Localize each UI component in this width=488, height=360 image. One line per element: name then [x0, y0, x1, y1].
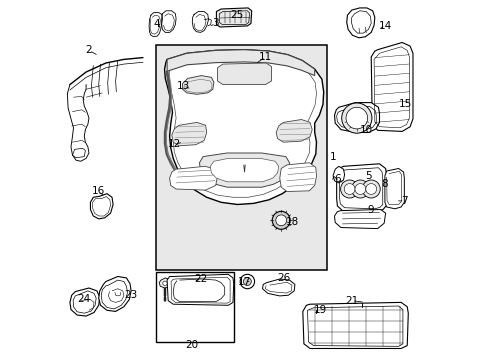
Text: 11: 11 — [258, 52, 271, 62]
Polygon shape — [216, 8, 251, 27]
Text: 26: 26 — [276, 273, 289, 283]
Circle shape — [340, 180, 358, 198]
Text: 10: 10 — [359, 125, 372, 135]
Circle shape — [344, 184, 354, 194]
Text: 25: 25 — [229, 10, 243, 20]
Circle shape — [362, 180, 380, 198]
Text: 13: 13 — [176, 81, 189, 91]
Text: 20: 20 — [185, 340, 199, 350]
Text: 2: 2 — [85, 45, 92, 55]
Text: 23: 23 — [124, 290, 138, 300]
Text: 19: 19 — [313, 305, 326, 315]
Circle shape — [354, 184, 365, 194]
Text: 8: 8 — [380, 179, 386, 189]
Polygon shape — [167, 274, 233, 305]
Text: 15: 15 — [398, 99, 411, 109]
Polygon shape — [332, 166, 344, 183]
Text: 18: 18 — [285, 217, 298, 228]
Polygon shape — [171, 122, 206, 146]
Polygon shape — [370, 42, 412, 131]
Text: 9: 9 — [366, 204, 373, 215]
Text: 5: 5 — [365, 171, 371, 181]
Polygon shape — [159, 278, 170, 288]
Polygon shape — [217, 63, 271, 85]
Polygon shape — [336, 164, 386, 212]
Polygon shape — [384, 168, 404, 209]
Polygon shape — [70, 288, 100, 316]
Text: 16: 16 — [92, 186, 105, 196]
Text: 17: 17 — [237, 276, 251, 287]
Text: 1: 1 — [329, 152, 335, 162]
Circle shape — [272, 211, 289, 229]
Polygon shape — [334, 103, 379, 132]
Polygon shape — [182, 76, 213, 94]
Polygon shape — [210, 158, 278, 182]
Polygon shape — [90, 194, 113, 219]
Circle shape — [275, 215, 286, 226]
Polygon shape — [302, 302, 407, 348]
Circle shape — [341, 103, 371, 133]
Circle shape — [346, 107, 367, 129]
Bar — [156, 272, 233, 342]
Bar — [156, 45, 326, 270]
Circle shape — [163, 281, 167, 285]
Text: 14: 14 — [378, 21, 391, 31]
Polygon shape — [346, 8, 374, 38]
Text: 12: 12 — [167, 139, 181, 149]
Polygon shape — [199, 153, 289, 187]
Polygon shape — [279, 163, 316, 192]
Polygon shape — [276, 120, 311, 142]
Circle shape — [365, 184, 376, 194]
Polygon shape — [164, 50, 323, 204]
Polygon shape — [262, 279, 294, 296]
Text: 7: 7 — [401, 196, 407, 206]
Polygon shape — [99, 276, 131, 311]
Text: 3: 3 — [212, 18, 219, 28]
Circle shape — [351, 180, 368, 198]
Text: 22: 22 — [194, 274, 207, 284]
Polygon shape — [167, 50, 314, 76]
Circle shape — [243, 278, 251, 285]
Text: 21: 21 — [345, 296, 358, 306]
Circle shape — [240, 274, 254, 289]
Text: 24: 24 — [78, 294, 91, 304]
Polygon shape — [334, 210, 385, 229]
Polygon shape — [169, 166, 217, 190]
Text: 6: 6 — [333, 174, 340, 184]
Text: 4: 4 — [153, 19, 159, 30]
